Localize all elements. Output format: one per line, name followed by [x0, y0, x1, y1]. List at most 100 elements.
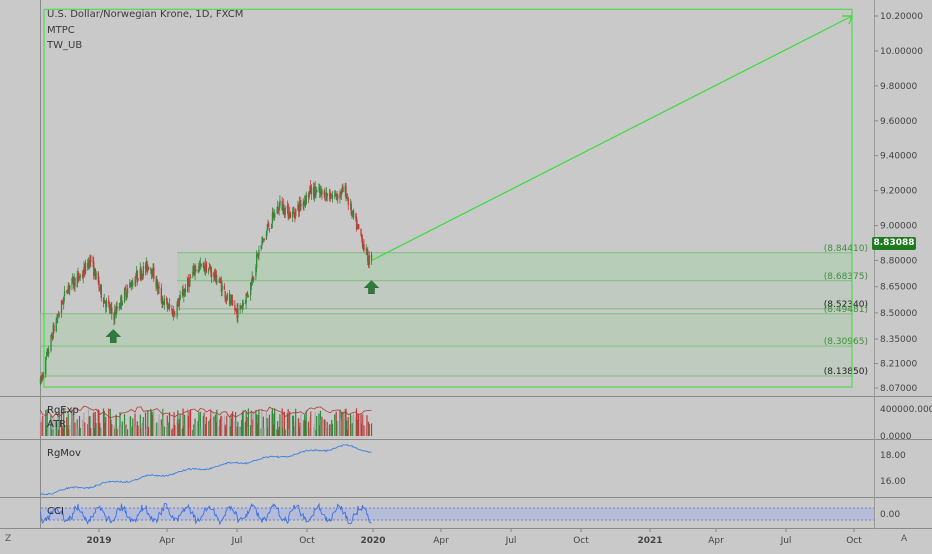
volume-bar — [165, 426, 168, 436]
volume-bar — [93, 412, 95, 436]
candle-body — [140, 269, 142, 278]
volume-bar — [277, 429, 280, 436]
candle-body — [274, 213, 276, 218]
candle-body — [42, 375, 45, 377]
candle-body — [74, 277, 76, 287]
candle-body — [258, 249, 260, 256]
volume-bar — [300, 413, 302, 436]
volume-bar — [356, 419, 358, 436]
candle-body — [310, 186, 313, 195]
candle-body — [257, 254, 259, 257]
candle-body — [134, 281, 136, 284]
candle-body — [78, 273, 80, 279]
volume-bar — [244, 421, 246, 436]
volume-bar — [346, 420, 348, 436]
volume-bar — [350, 423, 352, 436]
volume-bar — [145, 429, 147, 436]
volume-bar — [368, 424, 370, 436]
candle-body — [40, 377, 42, 380]
volume-bar — [313, 427, 315, 436]
volume-bar — [284, 429, 286, 436]
candle-body — [219, 279, 221, 282]
candle-body — [144, 265, 147, 270]
volume-bar — [100, 428, 102, 436]
candle-body — [166, 301, 169, 308]
rgexp-tick-label: 0.0000 — [880, 432, 912, 442]
volume-bar — [186, 408, 189, 436]
volume-bar — [261, 408, 263, 436]
volume-bar — [266, 417, 268, 436]
volume-bar — [213, 416, 215, 436]
candle-body — [84, 262, 87, 274]
price-zone-bottom — [40, 346, 852, 377]
volume-bar — [61, 425, 63, 436]
volume-bar — [103, 410, 105, 436]
candle-body — [55, 320, 57, 332]
candle-body — [361, 234, 363, 239]
candle-body — [109, 308, 111, 311]
volume-bar — [302, 422, 304, 436]
candle-body — [220, 280, 222, 283]
candle-body — [303, 201, 305, 206]
candle-body — [347, 198, 349, 205]
volume-bar — [88, 416, 90, 436]
candle-body — [177, 300, 180, 306]
volume-bar — [171, 429, 173, 436]
candle-body — [363, 244, 365, 251]
candle-body — [367, 250, 369, 262]
candle-body — [145, 261, 147, 269]
volume-bar — [57, 429, 60, 436]
volume-bar — [319, 410, 322, 436]
candle-body — [237, 308, 239, 318]
candle-body — [130, 283, 132, 287]
candle-body — [362, 245, 364, 248]
volume-bar — [58, 412, 60, 436]
candle-body — [52, 325, 54, 339]
volume-bar — [310, 411, 313, 436]
auto-scale-corner-label[interactable]: A — [901, 534, 908, 544]
volume-bar — [277, 421, 279, 436]
buy-signal-arrow-icon — [105, 329, 121, 343]
volume-bar — [229, 426, 231, 436]
candle-body — [230, 299, 232, 301]
volume-bar — [77, 427, 79, 436]
candle-body — [242, 303, 244, 307]
candle-body — [321, 191, 323, 194]
volume-bar — [252, 419, 254, 436]
volume-bar — [192, 429, 194, 436]
candle-body — [158, 286, 160, 289]
candle-body — [267, 224, 269, 229]
timezone-corner-label[interactable]: Z — [5, 534, 12, 544]
volume-bar — [283, 412, 286, 436]
candle-body — [346, 196, 348, 198]
candle-body — [367, 261, 370, 266]
candle-body — [129, 283, 132, 285]
candle-body — [282, 205, 284, 211]
volume-bar — [84, 422, 86, 436]
volume-bar — [158, 413, 160, 436]
candle-body — [263, 238, 265, 240]
volume-bar — [183, 426, 185, 436]
volume-bar — [120, 426, 122, 436]
volume-bar — [239, 426, 241, 436]
volume-bar — [250, 410, 252, 436]
volume-bar — [282, 427, 284, 436]
volume-bar — [221, 416, 223, 436]
candle-body — [198, 265, 201, 267]
candle-body — [214, 271, 217, 279]
candle-body — [252, 277, 254, 280]
candle-body — [194, 268, 196, 275]
candle-body — [163, 298, 166, 305]
candle-body — [162, 301, 164, 304]
candle-body — [67, 286, 69, 293]
volume-bar — [260, 428, 262, 436]
candle-body — [271, 223, 273, 229]
candle-body — [135, 271, 138, 278]
volume-bar — [144, 412, 147, 436]
volume-bar — [326, 421, 328, 436]
volume-bar — [72, 413, 75, 436]
volume-bar — [345, 408, 347, 436]
candle-body — [142, 266, 144, 277]
candle-body — [229, 299, 232, 304]
